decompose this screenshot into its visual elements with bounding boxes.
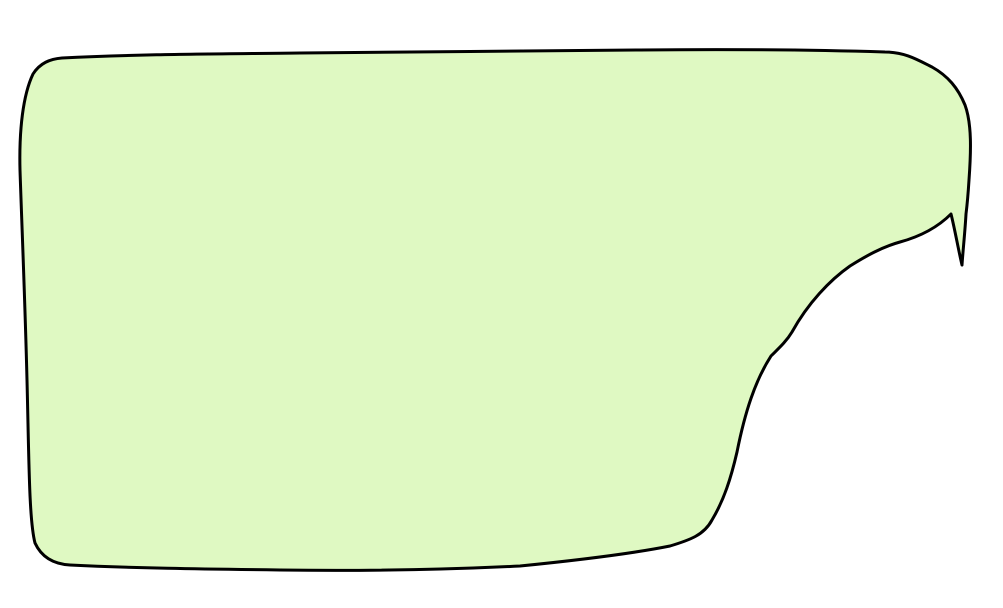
speech-bubble-shape: [18, 48, 972, 572]
